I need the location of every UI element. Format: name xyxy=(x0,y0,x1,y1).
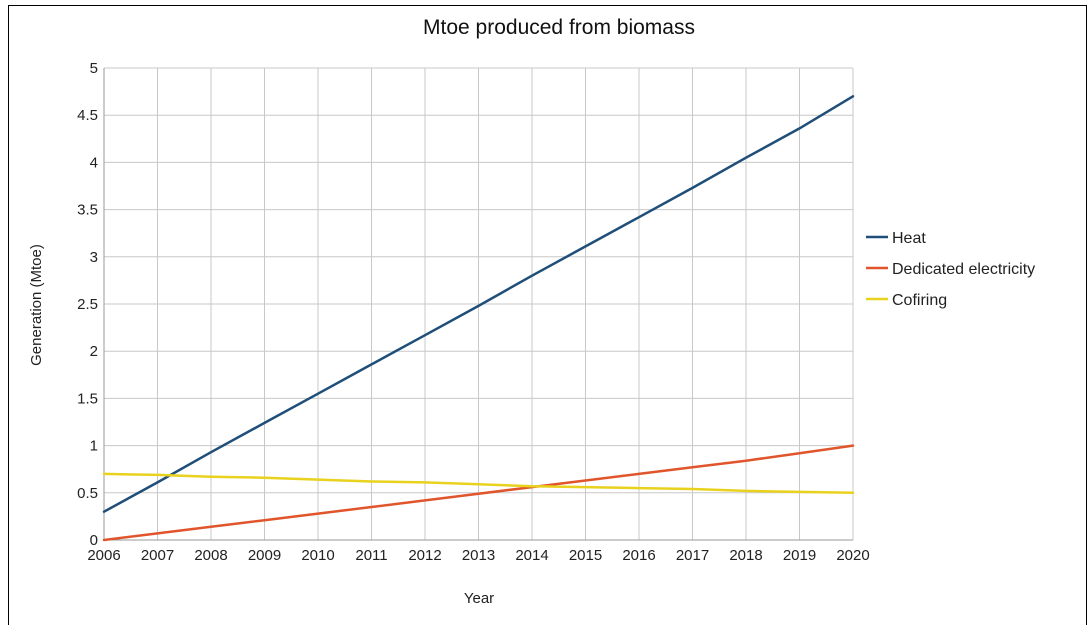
series-line-dedicated-electricity xyxy=(102,444,855,542)
x-tick-label: 2014 xyxy=(515,547,548,564)
y-tick-label: 1 xyxy=(90,438,98,455)
legend-label-cofiring: Cofiring xyxy=(892,292,947,309)
x-tick-label: 2011 xyxy=(355,547,387,564)
x-axis-title: Year xyxy=(464,590,494,607)
x-tick-label: 2009 xyxy=(248,547,281,564)
y-tick-label: 3.5 xyxy=(77,202,98,219)
y-tick-label: 2.5 xyxy=(77,296,98,313)
legend: Heat Dedicated electricity Cofiring xyxy=(866,230,1035,309)
x-tick-label: 2016 xyxy=(622,547,655,564)
x-tick-label: 2015 xyxy=(569,547,602,564)
y-tick-label: 1.5 xyxy=(77,390,98,407)
x-tick-label: 2008 xyxy=(194,547,227,564)
legend-label-dedicated-electricity: Dedicated electricity xyxy=(892,261,1035,278)
x-tick-label: 2010 xyxy=(301,547,334,564)
y-tick-label: 0.5 xyxy=(77,485,98,502)
y-tick-label: 5 xyxy=(90,60,98,77)
series-line-cofiring xyxy=(102,472,855,495)
y-tick-labels: 0 0.5 1 1.5 2 2.5 3 3.5 4 4.5 5 xyxy=(77,60,98,549)
x-tick-label: 2006 xyxy=(87,547,120,564)
x-tick-label: 2020 xyxy=(836,547,869,564)
x-tick-label: 2018 xyxy=(729,547,762,564)
chart-title: Mtoe produced from biomass xyxy=(423,16,695,39)
x-tick-label: 2012 xyxy=(408,547,441,564)
chart-frame xyxy=(8,5,1087,625)
y-tick-label: 3 xyxy=(90,249,98,266)
y-tick-label: 4.5 xyxy=(77,107,98,124)
series-line-heat xyxy=(102,95,855,513)
grid xyxy=(103,67,854,541)
y-axis-title: Generation (Mtoe) xyxy=(28,244,45,366)
x-tick-label: 2019 xyxy=(783,547,816,564)
series-lines xyxy=(102,95,855,542)
x-tick-label: 2013 xyxy=(462,547,495,564)
legend-label-heat: Heat xyxy=(892,230,926,247)
y-tick-label: 2 xyxy=(90,343,98,360)
y-tick-label: 0 xyxy=(90,532,98,549)
x-tick-label: 2017 xyxy=(676,547,709,564)
axes xyxy=(103,68,853,541)
x-tick-label: 2007 xyxy=(141,547,174,564)
x-tick-labels: 2006 2007 2008 2009 2010 2011 2012 2013 2014 2015… xyxy=(87,547,869,564)
y-tick-label: 4 xyxy=(90,154,98,171)
